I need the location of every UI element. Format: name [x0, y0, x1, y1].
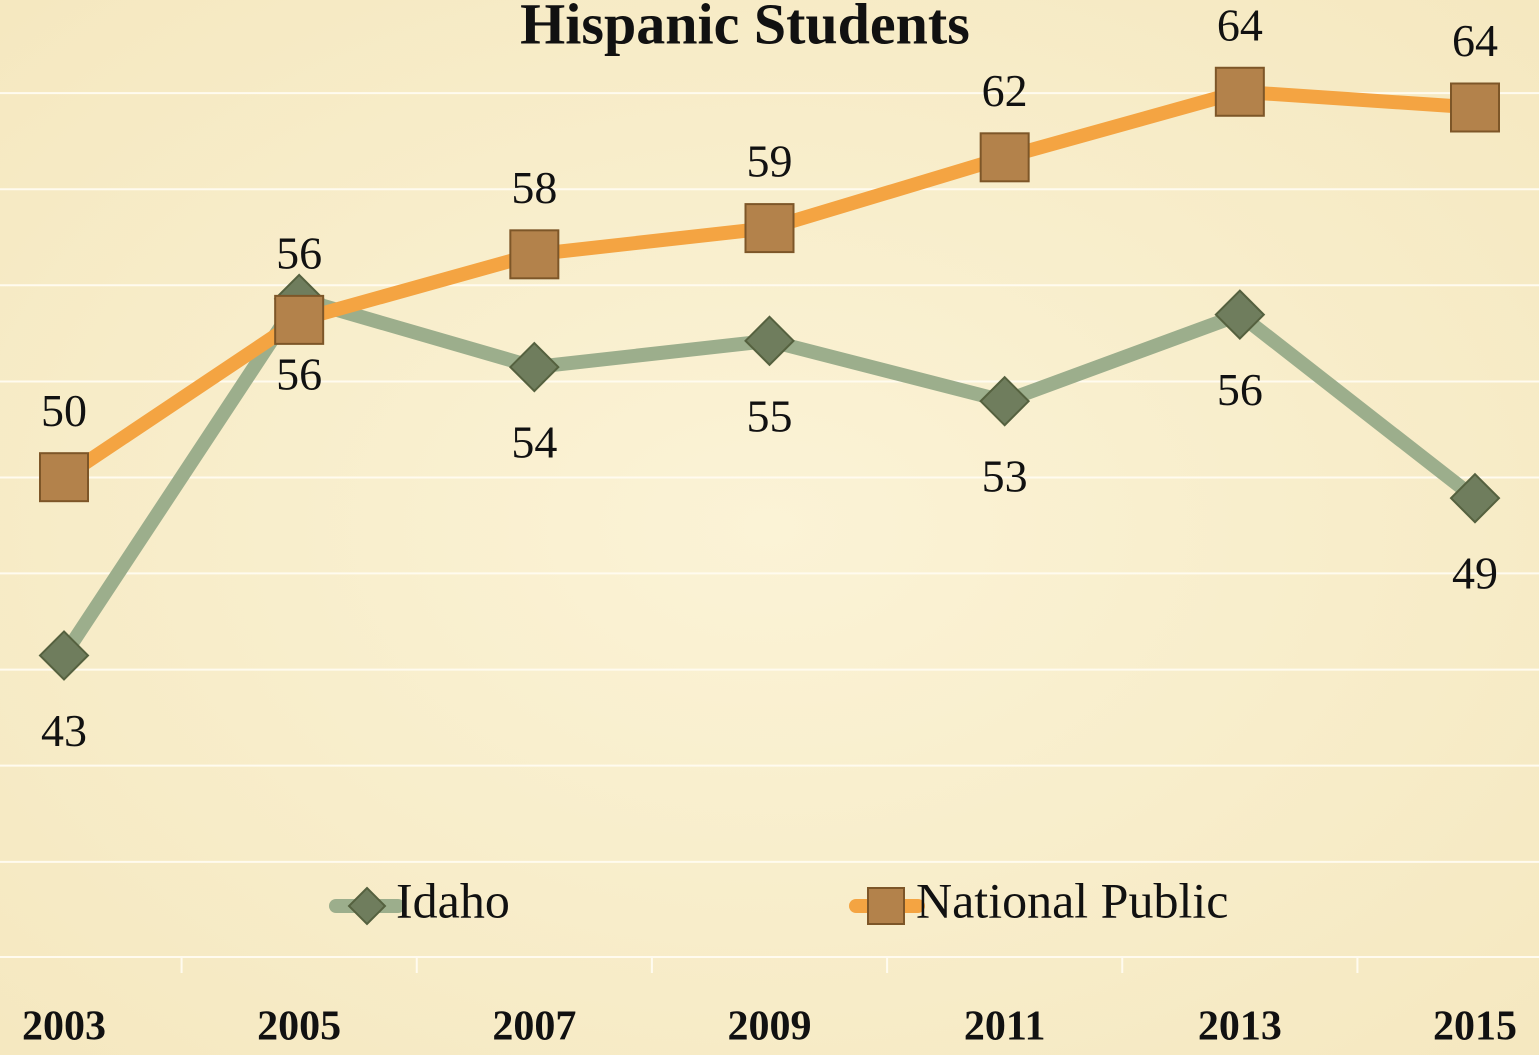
- data-label: 56: [276, 348, 322, 399]
- plot: 43 56 54 55 53 56 49 50 56 58 59 62 64 64: [38, 0, 1501, 756]
- legend-label: National Public: [916, 872, 1228, 928]
- data-label: 64: [1452, 15, 1498, 66]
- data-label: 43: [41, 705, 87, 756]
- data-label: 56: [276, 227, 322, 278]
- data-label: 62: [982, 65, 1028, 116]
- marker: [1450, 82, 1500, 133]
- data-label: 64: [1217, 0, 1263, 50]
- x-tick-label: 2007: [492, 1004, 576, 1050]
- data-label: 49: [1452, 548, 1498, 599]
- marker: [979, 132, 1030, 183]
- data-label: 53: [982, 451, 1028, 502]
- data-label: 50: [41, 385, 87, 436]
- marker: [1449, 472, 1501, 524]
- data-label: 59: [747, 136, 793, 187]
- legend-symbol: [347, 886, 387, 926]
- data-label: 58: [511, 162, 557, 213]
- grid: [0, 92, 1539, 973]
- x-tick-label: 2015: [1433, 1004, 1517, 1050]
- x-tick-label: 2009: [728, 1004, 812, 1050]
- marker: [979, 375, 1031, 427]
- marker: [1214, 66, 1265, 117]
- chart-title: Hispanic Students: [520, 0, 970, 56]
- marker: [744, 203, 795, 254]
- x-tick-label: 2005: [257, 1004, 341, 1050]
- data-label: 56: [1217, 364, 1263, 415]
- marker: [508, 341, 560, 393]
- marker: [509, 229, 560, 280]
- data-label: 55: [747, 390, 793, 441]
- x-tick-label: 2013: [1198, 1004, 1282, 1050]
- legend-label: Idaho: [396, 872, 510, 928]
- data-label: 54: [511, 417, 557, 468]
- legend-marker: [347, 886, 387, 926]
- marker: [39, 452, 89, 503]
- legend-symbol: [867, 887, 905, 925]
- marker: [1214, 289, 1266, 341]
- x-tick-label: 2003: [22, 1004, 106, 1050]
- marker: [744, 315, 795, 367]
- legend-marker: [867, 887, 905, 925]
- marker: [38, 630, 90, 681]
- marker: [274, 294, 325, 345]
- x-tick-label: 2011: [964, 1004, 1046, 1050]
